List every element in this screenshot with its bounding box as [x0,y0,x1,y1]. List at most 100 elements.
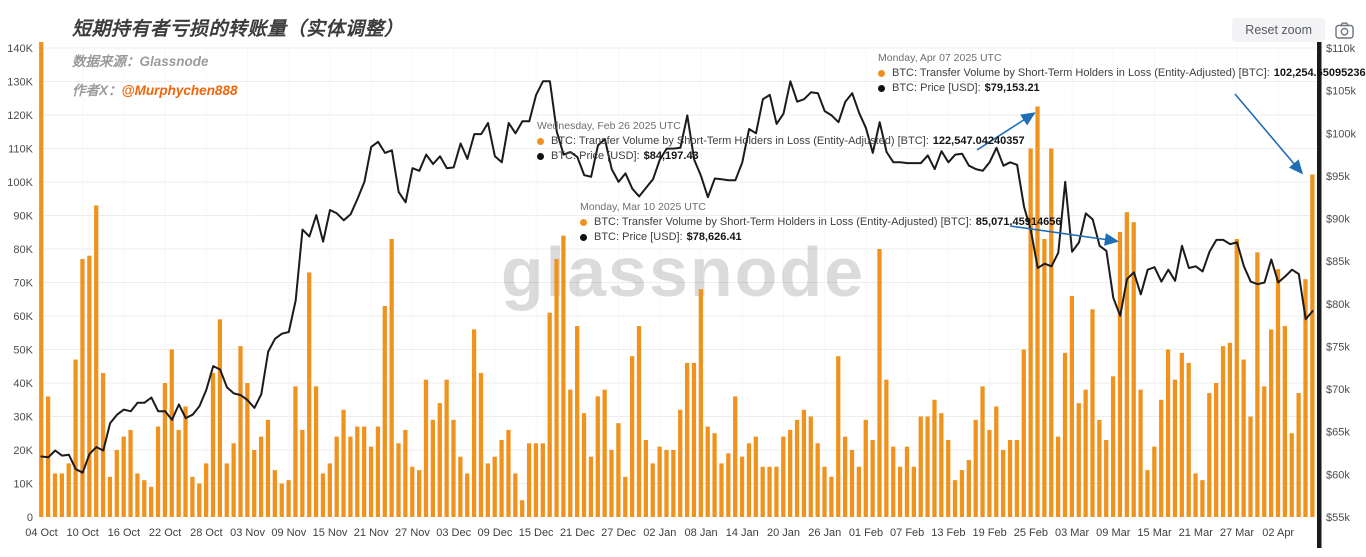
x-axis-tick: 09 Dec [477,527,512,539]
volume-bar [417,470,422,517]
tooltip-volume-row: BTC: Transfer Volume by Short-Term Holde… [878,67,1366,79]
volume-bar [1269,329,1274,517]
left-axis-tick: 110K [8,144,34,156]
x-axis-tick: 04 Oct [25,527,57,539]
volume-bar [966,460,971,517]
volume-bar [925,416,930,517]
volume-bar [884,379,889,517]
tooltip-price-label: BTC: Price [USD]: [551,150,640,162]
volume-bar [636,326,642,517]
volume-bar [698,289,703,517]
volume-bar [973,419,978,517]
volume-bar [781,436,786,517]
volume-bar [719,463,724,517]
volume-bar [1056,436,1061,517]
right-axis-tick: $90k [1326,214,1350,226]
volume-bar [1042,238,1047,517]
volume-bar [1234,238,1239,517]
volume-bar [829,476,834,517]
volume-bar [327,463,332,517]
volume-bar [1138,389,1143,517]
volume-bar [836,356,841,517]
price-dot-icon [580,233,587,241]
volume-bar [588,456,594,517]
volume-bar [100,372,106,517]
volume-bar [801,409,807,517]
volume-bar [856,466,861,517]
volume-bar [815,443,820,517]
volume-bar [1193,473,1198,517]
tooltip-volume-label: BTC: Transfer Volume by Short-Term Holde… [551,135,929,147]
volume-bar [1110,376,1116,517]
volume-bar [499,439,504,517]
volume-bar [1262,386,1267,517]
x-axis-tick: 27 Dec [601,527,636,539]
chart-title: 短期持有者亏损的转账量（实体调整） [72,19,404,40]
volume-bar [300,429,305,517]
volume-bar [1152,446,1157,517]
volume-bar [946,439,951,517]
x-axis-tick: 03 Nov [230,527,265,539]
volume-bar [437,403,442,517]
volume-bar [1186,362,1191,517]
volume-bar [320,473,326,517]
author-handle[interactable]: @Murphychen888 [121,83,238,98]
volume-bar [643,439,648,517]
volume-bar [664,450,669,517]
camera-button[interactable] [1335,22,1354,39]
volume-bar [1310,174,1315,517]
volume-bar [1021,349,1026,517]
price-line [40,80,1314,474]
annotation-arrows [976,93,1304,246]
volume-bar [863,419,868,517]
volume-bar [135,473,140,517]
volume-bar [368,446,374,517]
left-axis-tick: 70K [13,278,33,290]
volume-bar [1179,352,1184,517]
volume-bar [169,349,174,517]
right-axis-tick: $110k [1326,43,1356,55]
data-source-line: 数据来源：Glassnode [72,50,404,70]
volume-bar [107,476,113,517]
volume-bar [430,419,435,517]
volume-dot-icon [878,69,885,77]
left-axis-tick: 0 [27,512,33,524]
x-axis-tick: 08 Jan [685,527,718,539]
right-axis-tick: $85k [1326,256,1350,268]
volume-bar [753,436,758,517]
volume-bar [307,272,312,517]
volume-bar [155,426,161,517]
volume-bar [128,429,133,517]
tooltip-date: Monday, Apr 07 2025 UTC [878,52,1002,64]
chart-toolbar: Reset zoom [1232,18,1354,42]
volume-bar [746,443,752,517]
tooltip-price-label: BTC: Price [USD]: [892,82,981,94]
tooltip-volume-row: BTC: Transfer Volume by Short-Term Holde… [580,216,1061,228]
volume-bar [520,500,525,517]
volume-bar [843,436,848,517]
volume-bar [568,389,573,517]
volume-bar [334,436,339,517]
volume-bar [149,486,154,517]
x-axis-tick: 27 Nov [395,527,430,539]
reset-zoom-button[interactable]: Reset zoom [1232,18,1325,42]
author-label: 作者X： [72,83,122,98]
tooltip-volume-value: 85,071.45914656 [975,216,1062,228]
volume-bar [1014,439,1020,517]
volume-bar [1289,433,1294,517]
volume-bar [1207,393,1212,517]
right-axis-spine [1317,42,1322,548]
tooltip-price-row: BTC: Price [USD]: $78,626.41 [580,231,1061,243]
volume-bar [1159,399,1164,517]
volume-bar [526,443,532,517]
volume-bar [1076,403,1081,517]
left-axis-tick: 20K [13,445,33,457]
volume-bar [410,466,415,517]
x-axis-tick: 25 Feb [1014,527,1048,539]
volume-bar [375,426,381,517]
right-axis-tick: $55k [1326,512,1350,524]
x-axis-tick: 03 Mar [1055,527,1090,539]
left-axis-tick: 140K [7,43,33,55]
volume-bar [1117,232,1123,517]
